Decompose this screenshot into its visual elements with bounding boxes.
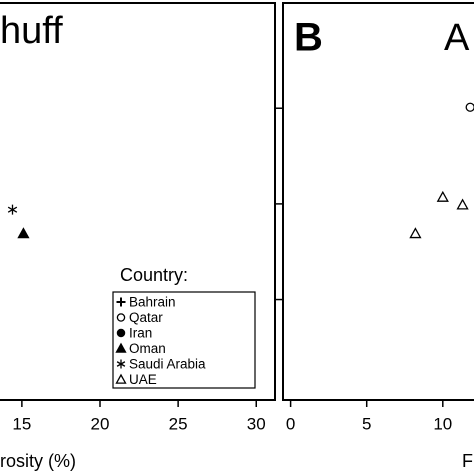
marker bbox=[436, 190, 449, 202]
legend-title: Country: bbox=[120, 265, 188, 285]
marker-part bbox=[7, 206, 18, 213]
marker-part bbox=[116, 361, 126, 367]
x-tick-label: 10 bbox=[433, 414, 452, 433]
marker bbox=[7, 204, 18, 215]
legend-label: Oman bbox=[129, 341, 166, 356]
x-tick-label: 0 bbox=[286, 414, 295, 433]
x-tick-label: 25 bbox=[169, 414, 188, 433]
marker bbox=[456, 198, 469, 210]
panel-frame bbox=[282, 2, 474, 401]
marker bbox=[409, 227, 422, 239]
legend-box bbox=[112, 291, 256, 389]
legend-label: UAE bbox=[129, 372, 157, 387]
marker bbox=[116, 359, 126, 369]
marker-part bbox=[115, 373, 127, 384]
points bbox=[7, 204, 30, 239]
marker bbox=[116, 297, 126, 307]
marker bbox=[115, 373, 127, 384]
marker bbox=[465, 102, 474, 112]
x-tick-label: 15 bbox=[12, 414, 31, 433]
marker-part bbox=[116, 328, 126, 338]
legend-label: Iran bbox=[129, 326, 152, 341]
x-axis-label: F bbox=[462, 451, 473, 471]
panel-title: huff bbox=[0, 10, 63, 52]
marker bbox=[116, 328, 126, 338]
marker-part bbox=[115, 342, 127, 353]
marker-part bbox=[116, 313, 126, 322]
legend-label: Qatar bbox=[129, 310, 163, 325]
legend-label: Bahrain bbox=[129, 295, 176, 310]
points bbox=[409, 102, 474, 239]
x-axis-label: rosity (%) bbox=[0, 451, 76, 471]
marker bbox=[17, 227, 30, 239]
panel-frame bbox=[0, 2, 276, 401]
x-tick-label: 30 bbox=[247, 414, 266, 433]
panel-title: A bbox=[444, 17, 470, 59]
marker-part bbox=[409, 227, 422, 239]
x-tick-label: 5 bbox=[362, 414, 371, 433]
marker-part bbox=[465, 102, 474, 112]
panel-label: B bbox=[294, 16, 323, 60]
marker bbox=[116, 313, 126, 322]
marker-part bbox=[436, 190, 449, 202]
marker-part bbox=[17, 227, 30, 239]
x-tick-label: 20 bbox=[91, 414, 110, 433]
marker bbox=[115, 342, 127, 353]
legend-label: Saudi Arabia bbox=[129, 357, 206, 372]
marker-part bbox=[456, 198, 469, 210]
